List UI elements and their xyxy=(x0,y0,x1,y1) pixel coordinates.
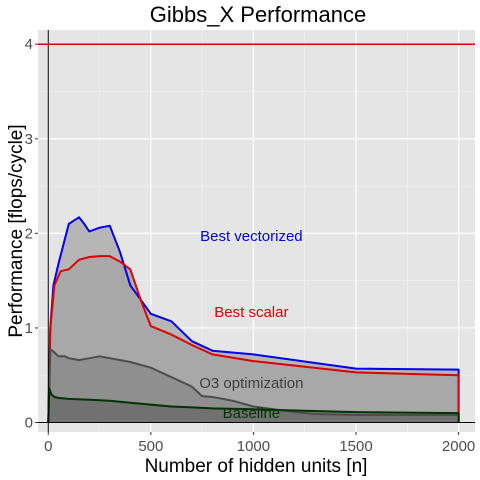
y-tick-label: 1 xyxy=(25,320,33,337)
x-tick-label: 1500 xyxy=(339,438,372,455)
x-axis-title: Number of hidden units [n] xyxy=(145,456,368,477)
y-axis-title: Performance [flops/cycle] xyxy=(6,124,27,337)
line-baseline xyxy=(47,387,460,423)
minor-gridlines xyxy=(38,30,475,432)
y-tick-label: 0 xyxy=(25,415,33,432)
x-axis-ticks: 0 500 1000 1500 2000 xyxy=(44,432,475,455)
reference-lines xyxy=(38,30,475,432)
x-tick-label: 500 xyxy=(138,438,163,455)
label-baseline: Baseline xyxy=(223,405,281,422)
label-best-vectorized: Best vectorized xyxy=(200,228,303,245)
y-axis-ticks: 0 1 2 3 4 xyxy=(25,36,38,432)
line-best-scalar xyxy=(47,255,460,423)
y-tick-label: 4 xyxy=(25,36,33,53)
y-tick-label: 3 xyxy=(25,131,33,148)
x-tick-label: 1000 xyxy=(237,438,270,455)
line-best-vectorized xyxy=(47,216,460,423)
x-tick-label: 2000 xyxy=(442,438,475,455)
series-lines xyxy=(47,216,460,423)
series-labels: Best vectorized Best scalar O3 optimizatio… xyxy=(199,228,303,422)
y-tick-label: 2 xyxy=(25,225,33,242)
label-o3-optimization: O3 optimization xyxy=(199,375,303,392)
label-best-scalar: Best scalar xyxy=(214,304,288,321)
chart-title: Gibbs_X Performance xyxy=(150,2,366,27)
x-tick-label: 0 xyxy=(44,438,52,455)
